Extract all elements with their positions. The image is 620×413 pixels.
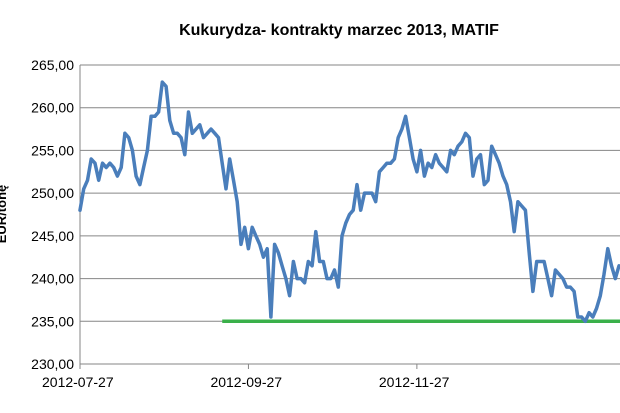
x-tick-label: 2012-09-27 <box>210 374 282 390</box>
y-tick-labels: 230,00 235,00 240,00 245,00 250,00 255,00 260,… <box>31 57 74 372</box>
x-tick-label: 2012-11-27 <box>379 374 450 390</box>
y-tick-label: 240,00 <box>31 271 74 287</box>
y-tick-label: 245,00 <box>31 228 74 244</box>
x-tick-labels: 2012-07-27 2012-09-27 2012-11-27 <box>42 374 450 390</box>
axes <box>79 65 620 369</box>
y-axis-label: EUR/tonę <box>0 185 9 244</box>
y-tick-label: 260,00 <box>31 100 74 116</box>
x-tick-label: 2012-07-27 <box>42 374 114 390</box>
y-tick-label: 230,00 <box>31 356 74 372</box>
chart-title: Kukurydza- kontrakty marzec 2013, MATIF <box>179 22 499 39</box>
y-tick-label: 235,00 <box>31 313 74 329</box>
price-line <box>78 80 620 324</box>
y-tick-label: 265,00 <box>31 57 74 73</box>
series <box>78 80 620 324</box>
y-tick-label: 250,00 <box>31 185 74 201</box>
y-tick-label: 255,00 <box>31 142 74 158</box>
